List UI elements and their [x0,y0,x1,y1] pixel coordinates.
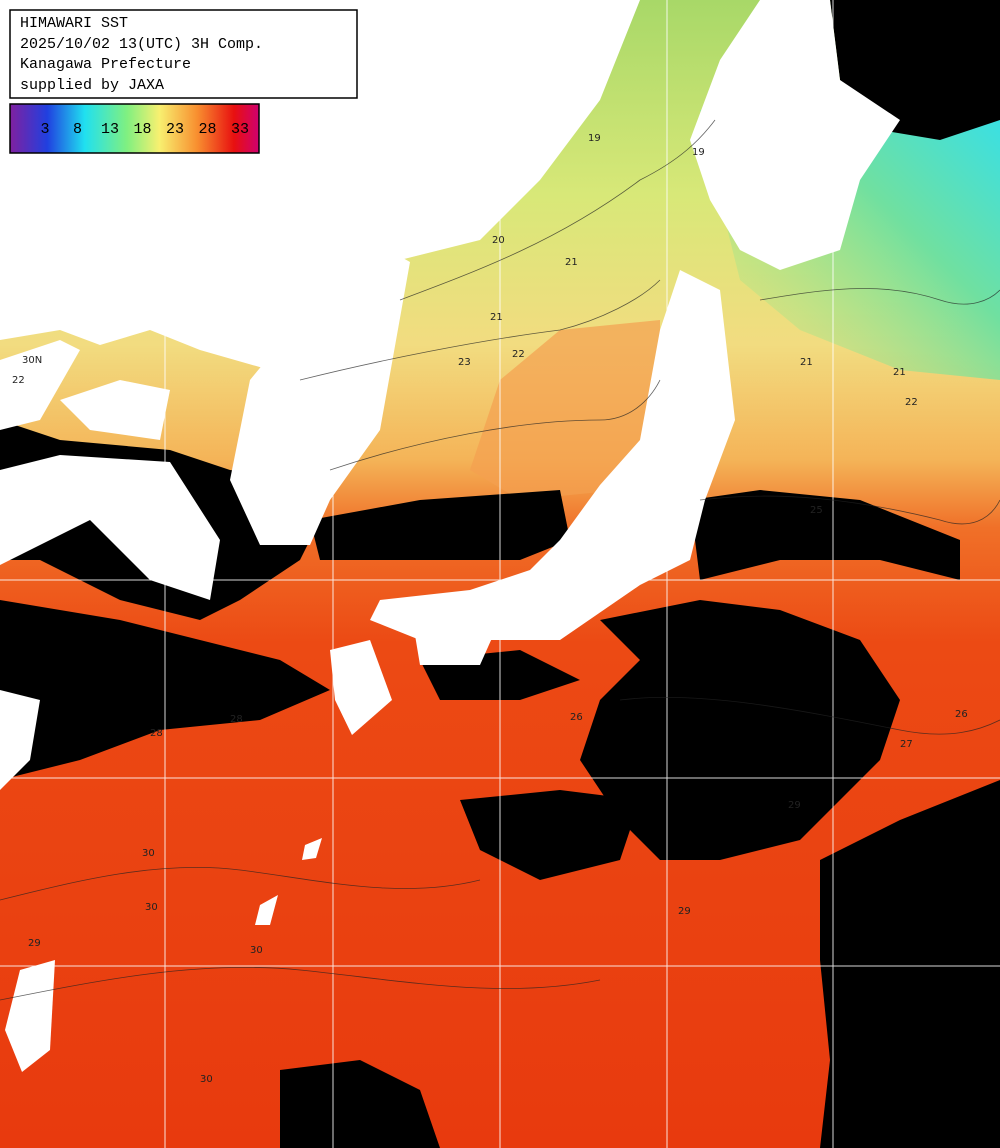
contour-label: 29 [788,800,801,811]
contour-label: 30 [200,1074,213,1085]
contour-label: 28 [150,728,163,739]
contour-label: 26 [955,709,968,720]
contour-label: 29 [28,938,41,949]
contour-label: 27 [900,739,913,750]
contour-label: 22 [12,375,25,386]
contour-labels: 19 19 20 21 21 22 23 22 21 21 22 25 26 2… [12,133,968,1085]
contour-label: 22 [512,349,525,360]
contours [0,119,1000,1001]
warm-water [470,320,660,500]
contour-label: 21 [565,257,578,268]
legend-tick-label: 8 [73,121,82,138]
contour-label: 30 [142,848,155,859]
legend-tick-label: 33 [231,121,249,138]
header-box [9,9,358,99]
legend-tick-label: 3 [40,121,49,138]
contour-label: 21 [893,367,906,378]
contour-label: 29 [678,906,691,917]
header: HIMAWARI SST 2025/10/02 13(UTC) 3H Comp.… [9,9,358,99]
legend: 3 8 13 18 23 28 33 [9,103,260,154]
contour-label: 28 [230,714,243,725]
contour-label: 22 [905,397,918,408]
header-line: Kanagawa Prefecture [20,56,191,73]
contour-label: 30 [250,945,263,956]
legend-tick-label: 28 [198,121,216,138]
latitude-label: 30N [22,355,42,366]
contour-label: 19 [588,133,601,144]
contour-label: 25 [810,505,823,516]
legend-tick-label: 18 [133,121,151,138]
legend-tick-label: 23 [166,121,184,138]
contour-label: 19 [692,147,705,158]
color-bar [9,103,260,154]
contour-label: 20 [492,235,505,246]
contour-label: 21 [800,357,813,368]
contour-label: 23 [458,357,471,368]
header-line: 2025/10/02 13(UTC) 3H Comp. [20,36,263,53]
contour-label: 30 [145,902,158,913]
contour-label: 26 [570,712,583,723]
contour-label: 21 [490,312,503,323]
header-line: HIMAWARI SST [20,15,128,32]
legend-tick-label: 13 [101,121,119,138]
header-line: supplied by JAXA [20,77,164,94]
